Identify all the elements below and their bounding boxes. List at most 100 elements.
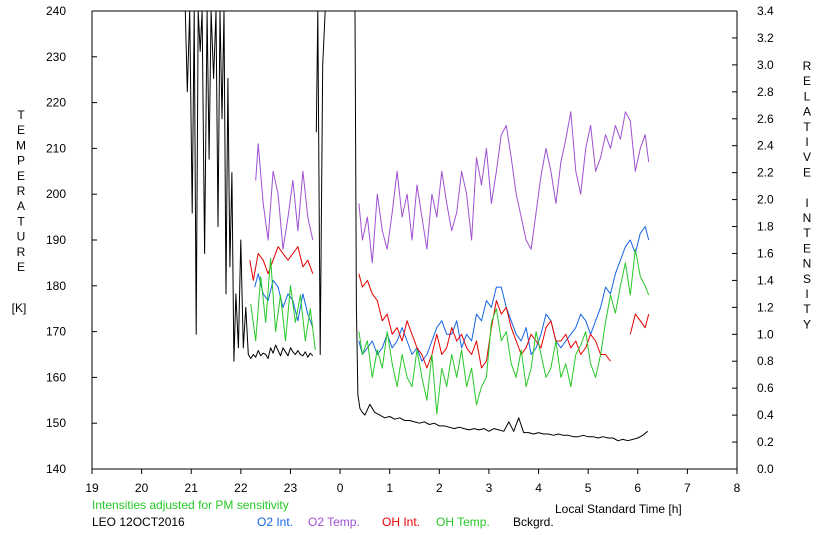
series-o2-temp	[255, 111, 650, 264]
y-tick-left-label: 180	[46, 279, 66, 293]
y-tick-right-label: 3.2	[757, 31, 774, 45]
series-line	[184, 10, 314, 362]
y-tick-right-label: 1.8	[757, 220, 774, 234]
y-axis-label-right-letter: E	[803, 74, 811, 88]
legend-oh-temp: OH Temp.	[436, 515, 490, 529]
y-tick-left-label: 210	[46, 141, 66, 155]
legend-oh-int: OH Int.	[382, 515, 421, 529]
y-tick-left-label: 160	[46, 370, 66, 384]
x-tick-label: 1	[386, 481, 393, 495]
y-tick-right-label: 2.4	[757, 139, 774, 153]
y-axis-label-left-letter: T	[17, 214, 25, 228]
y-axis-label-right-letter: I	[805, 135, 808, 149]
y-tick-left-label: 170	[46, 325, 66, 339]
series-o2-int	[254, 226, 650, 362]
y-tick-left-label: 140	[46, 462, 66, 476]
y-axis-label-right-letter: T	[803, 226, 811, 240]
y-tick-right-label: 2.6	[757, 112, 774, 126]
y-axis-label-left-letter: U	[17, 230, 26, 244]
chart-axes	[91, 10, 738, 474]
series-line	[354, 10, 649, 442]
y-tick-left-label: 190	[46, 233, 66, 247]
x-tick-label: 19	[85, 481, 99, 495]
y-axis-label-right-letter: I	[805, 196, 808, 210]
y-tick-right-label: 2.8	[757, 85, 774, 99]
x-tick-label: 4	[535, 481, 542, 495]
y-tick-right-label: 0.6	[757, 381, 774, 395]
series-line	[358, 273, 611, 369]
y-tick-right-label: 3.4	[757, 4, 774, 18]
y-tick-left-label: 230	[46, 50, 66, 64]
y-axis-label-left-letter: E	[17, 260, 25, 274]
series-line	[358, 226, 650, 362]
y-axis-label-right-letter: A	[803, 105, 811, 119]
x-axis-label: Local Standard Time [h]	[555, 502, 682, 516]
y-axis-label-right-letter: N	[803, 211, 812, 225]
y-tick-left-label: 150	[46, 416, 66, 430]
y-tick-right-label: 0.0	[757, 462, 774, 476]
y-tick-right-label: 0.8	[757, 354, 774, 368]
series-line	[358, 248, 650, 415]
y-axis-label-right-letter: Y	[803, 317, 811, 331]
series-line	[249, 246, 314, 281]
y-axis-label-left-letter: P	[17, 154, 25, 168]
series-oh-int	[249, 246, 650, 369]
series-line	[358, 111, 650, 264]
y-tick-left-label: 220	[46, 96, 66, 110]
y-axis-label-right-letter: N	[803, 257, 812, 271]
y-axis-label-left-letter: R	[17, 184, 26, 198]
series-line	[254, 273, 314, 328]
series-oh-temp	[250, 248, 650, 415]
y-axis-label-left-unit: [K]	[12, 301, 27, 315]
y-axis-label-left-letter: M	[16, 138, 26, 152]
legend-o2-temp: O2 Temp.	[308, 515, 360, 529]
y-axis-label-right-letter: L	[804, 89, 811, 103]
chart-tick-labels: 140 150 160 170 180 190 200 210 220 230 2 4 0 0.0 0.2 0…	[46, 4, 774, 495]
legend-o2-int: O2 Int.	[257, 515, 294, 529]
series-bckgrd	[184, 10, 649, 442]
y-axis-label-left-letter: E	[17, 123, 25, 137]
x-tick-label: 3	[486, 481, 493, 495]
series-line	[250, 257, 316, 350]
y-tick-right-label: 0.4	[757, 408, 774, 422]
y-tick-right-label: 2.0	[757, 193, 774, 207]
y-tick-left-label: 200	[46, 187, 66, 201]
x-tick-label: 6	[634, 481, 641, 495]
y-axis-label-left-letter: E	[17, 169, 25, 183]
y-tick-right-label: 3.0	[757, 58, 774, 72]
x-tick-label: 23	[284, 481, 298, 495]
series-line	[255, 143, 314, 250]
x-tick-label: 0	[337, 481, 344, 495]
y-axis-label-right-letter: S	[803, 272, 811, 286]
y-tick-right-label: 1.4	[757, 273, 774, 287]
y-axis-label-right-letter: I	[805, 287, 808, 301]
x-tick-label: 8	[734, 481, 741, 495]
series-line	[629, 313, 650, 335]
y-axis-label-right-letter: R	[803, 59, 812, 73]
y-tick-right-label: 1.2	[757, 300, 774, 314]
legend-bckgrd: Bckgrd.	[513, 515, 554, 529]
y-axis-label-left-letter: R	[17, 245, 26, 259]
series-line	[315, 10, 326, 355]
y-axis-label-right-letter: V	[803, 150, 811, 164]
x-tick-label: 2	[436, 481, 443, 495]
y-axis-label-right-letter: T	[803, 120, 811, 134]
site-date-label: LEO 12OCT2016	[92, 515, 185, 529]
x-tick-label: 21	[185, 481, 199, 495]
y-tick-right-label: 0.2	[757, 435, 774, 449]
x-tick-label: 5	[585, 481, 592, 495]
y-axis-label-right-letter: E	[803, 165, 811, 179]
x-tick-label: 20	[135, 481, 149, 495]
y-axis-label-left-letter: T	[17, 108, 25, 122]
y-axis-label-right-letter: E	[803, 241, 811, 255]
y-tick-right-label: 1.0	[757, 327, 774, 341]
y-tick-right-label: 2.2	[757, 166, 774, 180]
x-tick-label: 22	[234, 481, 248, 495]
x-tick-label: 7	[684, 481, 691, 495]
adjustment-note: Intensities adjusted for PM sensitivity	[92, 498, 289, 512]
chart-series	[184, 10, 650, 442]
y-axis-label-right-letter: T	[803, 302, 811, 316]
